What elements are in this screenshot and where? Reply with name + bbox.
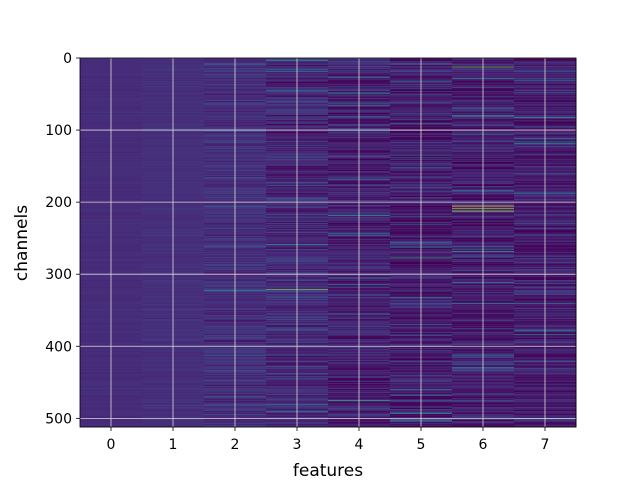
heatmap-cells [80,58,577,428]
x-tick-label: 3 [293,437,302,453]
x-tick-label: 4 [355,437,364,453]
x-tick-label: 5 [417,437,426,453]
x-tick-label: 2 [231,437,240,453]
y-axis: 0 100 200 300 400 500 [45,51,80,427]
x-axis-label: features [293,461,363,480]
x-tick-label: 6 [479,437,488,453]
y-axis-label: channels [12,205,32,281]
y-tick-label: 400 [45,339,72,355]
y-tick-label: 200 [45,195,72,211]
y-tick-label: 500 [45,411,72,427]
y-tick-label: 0 [63,51,72,67]
plot-area [79,57,577,428]
y-tick-label: 300 [45,267,72,283]
grid-lines [80,57,576,427]
plot-frame [79,57,577,428]
x-tick-label: 1 [169,437,178,453]
x-axis: 0 1 2 3 4 5 6 7 [107,427,550,453]
x-tick-label: 7 [541,437,550,453]
y-tick-label: 100 [45,123,72,139]
x-tick-label: 0 [107,437,116,453]
